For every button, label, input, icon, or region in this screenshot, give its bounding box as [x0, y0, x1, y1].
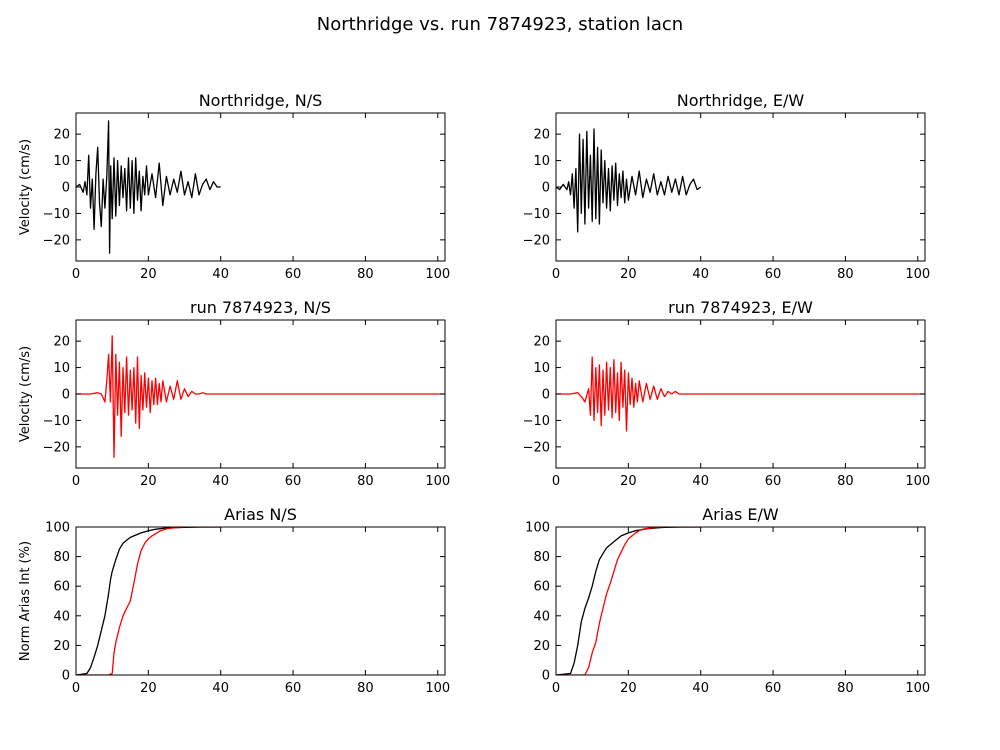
y-tick-label: −10 — [523, 207, 550, 222]
x-tick-label: 60 — [285, 681, 302, 696]
series-line-1 — [76, 120, 221, 254]
y-tick-label: 10 — [533, 361, 550, 376]
x-tick-label: 0 — [72, 474, 80, 489]
y-tick-label: −10 — [523, 414, 550, 429]
y-tick-label: 0 — [542, 388, 550, 403]
axes-frame — [75, 526, 446, 676]
x-tick-label: 40 — [212, 474, 229, 489]
series-line-1 — [76, 335, 445, 459]
panel-run-ew: run 7874923, E/W 0 20 40 60 80 100 −20 −10 0 10 20 — [523, 298, 931, 489]
y-axis-label: Norm Arias Int (%) — [18, 541, 33, 661]
x-tick-label: 40 — [212, 267, 229, 282]
x-tick-label: 80 — [837, 267, 854, 282]
panel-title: Arias N/S — [224, 505, 297, 524]
y-tick-label: 80 — [53, 550, 70, 565]
x-tick-label: 80 — [357, 474, 374, 489]
series-line-1 — [556, 356, 925, 432]
y-axis-label: Velocity (cm/s) — [18, 139, 33, 235]
x-tick-label: 60 — [285, 474, 302, 489]
x-tick-label: 0 — [552, 681, 560, 696]
series-line-1 — [556, 527, 701, 675]
y-tick-label: 20 — [533, 639, 550, 654]
y-tick-label: −10 — [43, 414, 70, 429]
y-tick-label: 100 — [45, 521, 70, 536]
y-tick-label: 80 — [533, 550, 550, 565]
panel-northridge-ew: Northridge, E/W 0 20 40 60 80 100 −20 −10 0 10 20 — [523, 91, 931, 282]
x-tick-label: 60 — [285, 267, 302, 282]
y-tick-label: 20 — [53, 639, 70, 654]
panel-title: Northridge, E/W — [677, 91, 805, 110]
panel-run-ns: run 7874923, N/S 0 20 40 60 80 100 −20 −10 0 10 20 V… — [18, 298, 450, 489]
x-tick-label: 40 — [692, 474, 709, 489]
x-tick-label: 20 — [620, 681, 637, 696]
y-tick-label: 60 — [533, 580, 550, 595]
x-tick-label: 60 — [765, 681, 782, 696]
x-tick-label: 0 — [552, 474, 560, 489]
y-tick-label: −20 — [523, 440, 550, 455]
series-line-2 — [556, 527, 701, 675]
panel-arias-ew: Arias E/W 0 20 40 60 80 100 0 20 40 60 80 100 — [525, 505, 930, 696]
x-tick-label: 60 — [765, 267, 782, 282]
panel-title: Northridge, N/S — [199, 91, 323, 110]
figure-title: Northridge vs. run 7874923, station lacn — [317, 14, 683, 35]
x-tick-label: 20 — [140, 267, 157, 282]
y-tick-label: 20 — [53, 128, 70, 143]
y-tick-label: 10 — [53, 154, 70, 169]
y-tick-label: 0 — [62, 388, 70, 403]
y-axis-label: Velocity (cm/s) — [18, 346, 33, 442]
y-tick-label: 0 — [542, 669, 550, 684]
y-tick-label: 60 — [53, 580, 70, 595]
series-line-1 — [556, 128, 702, 233]
y-tick-label: 40 — [533, 609, 550, 624]
y-tick-label: −20 — [43, 233, 70, 248]
y-tick-label: 20 — [53, 335, 70, 350]
y-tick-label: 0 — [542, 181, 550, 196]
x-tick-label: 40 — [212, 681, 229, 696]
series-line-1 — [76, 527, 221, 675]
panel-title: run 7874923, N/S — [190, 298, 331, 317]
y-tick-label: 40 — [53, 609, 70, 624]
x-tick-label: 100 — [425, 681, 450, 696]
x-tick-label: 100 — [905, 681, 930, 696]
x-tick-label: 20 — [140, 681, 157, 696]
x-tick-label: 40 — [692, 681, 709, 696]
x-tick-label: 40 — [692, 267, 709, 282]
panel-arias-ns: Arias N/S 0 20 40 60 80 100 0 20 40 60 80 100 Norm Ar… — [18, 505, 450, 696]
subplot-grid: Northridge, N/S0 20 40 60 80 100−20−1001020Ve… — [18, 91, 930, 696]
x-tick-label: 100 — [425, 267, 450, 282]
x-tick-label: 100 — [905, 474, 930, 489]
y-tick-label: 20 — [533, 128, 550, 143]
y-tick-label: 0 — [62, 669, 70, 684]
panel-title: run 7874923, E/W — [668, 298, 813, 317]
y-tick-label: −20 — [43, 440, 70, 455]
x-tick-label: 80 — [837, 681, 854, 696]
x-tick-label: 20 — [140, 474, 157, 489]
x-tick-label: 80 — [837, 474, 854, 489]
x-tick-label: 60 — [765, 474, 782, 489]
x-tick-label: 0 — [552, 267, 560, 282]
y-tick-label: 100 — [525, 521, 550, 536]
x-tick-label: 0 — [72, 267, 80, 282]
x-tick-label: 80 — [357, 681, 374, 696]
x-tick-label: 100 — [905, 267, 930, 282]
series-line-2 — [76, 527, 221, 675]
y-tick-label: 10 — [533, 154, 550, 169]
axes-frame — [555, 526, 926, 676]
y-tick-label: −20 — [523, 233, 550, 248]
x-tick-label: 80 — [357, 267, 374, 282]
x-tick-label: 0 — [72, 681, 80, 696]
panel-title: Arias E/W — [702, 505, 779, 524]
x-tick-label: 20 — [620, 267, 637, 282]
x-tick-label: 20 — [620, 474, 637, 489]
y-tick-label: 0 — [62, 181, 70, 196]
y-tick-label: −10 — [43, 207, 70, 222]
x-tick-label: 100 — [425, 474, 450, 489]
y-tick-label: 20 — [533, 335, 550, 350]
panel-northridge-ns: Northridge, N/S 0 20 40 60 80 100 −20 −10 0 10 20 Ve… — [18, 91, 450, 282]
y-tick-label: 10 — [53, 361, 70, 376]
